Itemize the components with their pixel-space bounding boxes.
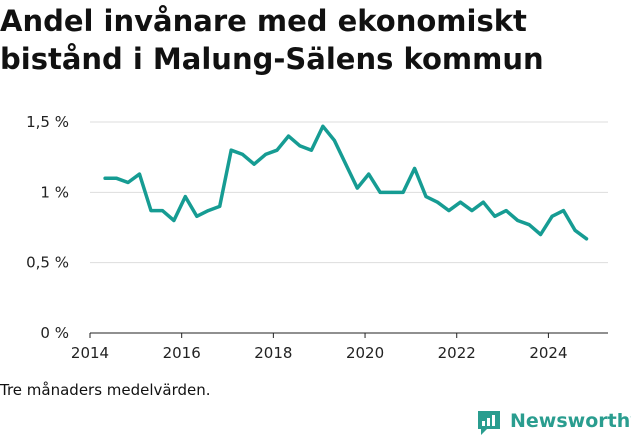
series-line [103,124,589,241]
data-point [286,134,290,138]
data-point [584,237,588,241]
data-point [516,218,520,222]
data-point [115,176,119,180]
data-point [160,209,164,213]
data-point [493,214,497,218]
data-point [172,218,176,222]
data-point [275,148,279,152]
y-tick-label: 1 % [40,183,69,201]
data-point [195,214,199,218]
x-tick-label: 2018 [254,344,292,362]
data-point [424,195,428,199]
x-tick-label: 2014 [71,344,109,362]
data-point [321,124,325,128]
data-point [206,209,210,213]
data-point [435,200,439,204]
x-axis: 2014 2016 2018 2020 2022 2024 [71,332,608,362]
data-point [550,214,554,218]
data-point [344,162,348,166]
data-point [103,176,107,180]
data-point [138,172,142,176]
data-point [390,190,394,194]
data-point [573,228,577,232]
line-chart: 0 % 0,5 % 1 % 1,5 % 2014 2016 2018 2020 2022 202… [26,113,608,362]
y-tick-label: 1,5 % [26,113,69,131]
data-point [183,195,187,199]
x-tick-label: 2022 [438,344,476,362]
data-point [264,152,268,156]
x-tick-label: 2016 [163,344,201,362]
data-point [252,162,256,166]
data-point [504,209,508,213]
series-layer [103,124,589,241]
data-point [309,148,313,152]
data-point [458,200,462,204]
chart-title: Andel invånare med ekonomiskt bistånd i … [0,4,544,76]
y-axis-tick-labels: 0 % 0,5 % 1 % 1,5 % [26,113,69,342]
data-point [481,200,485,204]
brand-name: Newsworthy [510,410,631,432]
data-point [241,152,245,156]
data-point [401,190,405,194]
data-point [413,166,417,170]
data-point [562,209,566,213]
footnote: Tre månaders medelvärden. [0,381,211,399]
data-point [149,209,153,213]
x-tick-label: 2020 [346,344,384,362]
x-tick-label: 2024 [529,344,567,362]
data-point [367,172,371,176]
data-point [447,209,451,213]
y-tick-label: 0,5 % [26,254,69,272]
data-point [229,148,233,152]
data-point [470,209,474,213]
data-point [527,223,531,227]
data-point [126,181,130,185]
newsworthy-logo-icon [478,411,500,435]
data-point [332,138,336,142]
data-point [539,233,543,237]
data-point [378,190,382,194]
data-point [218,204,222,208]
y-tick-label: 0 % [40,324,69,342]
data-point [298,144,302,148]
data-point [355,186,359,190]
